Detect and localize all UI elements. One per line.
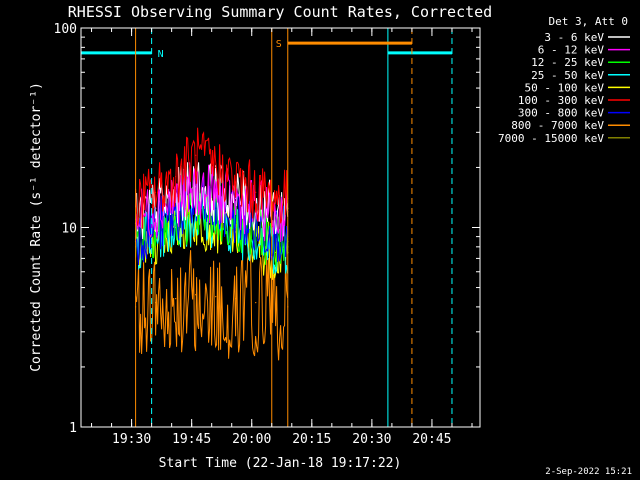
- data-point-300-800-kev: [235, 214, 237, 216]
- x-axis-label: Start Time (22-Jan-18 19:17:22): [159, 456, 402, 471]
- legend-label: 800 - 7000 keV: [511, 119, 604, 132]
- y-tick-label: 10: [61, 222, 77, 237]
- legend-label: 300 - 800 keV: [518, 107, 604, 120]
- data-point-300-800-kev: [175, 214, 177, 216]
- data-point-800-7000-kev: [255, 302, 257, 304]
- x-tick-label: 19:30: [112, 432, 151, 447]
- data-point-6-12-kev: [235, 200, 237, 203]
- data-point-100-300-kev: [275, 197, 277, 199]
- data-point-100-300-kev: [155, 191, 157, 193]
- series-100-300-kev: [134, 127, 289, 229]
- series-trace-800-7000-kev: [135, 250, 289, 361]
- legend-label: 50 - 100 keV: [525, 81, 605, 94]
- data-point-6-12-kev: [155, 207, 157, 209]
- legend-item: 3 - 6 keV: [544, 31, 630, 44]
- chart-title: RHESSI Observing Summary Count Rates, Co…: [68, 3, 492, 21]
- data-point-6-12-kev: [275, 214, 277, 216]
- legend-item: 300 - 800 keV: [518, 107, 630, 120]
- legend-item: 6 - 12 keV: [538, 44, 630, 57]
- legend-item: 25 - 50 keV: [531, 69, 630, 82]
- data-point-12-25-kev: [175, 218, 177, 220]
- data-point-100-300-kev: [175, 175, 177, 178]
- legend-item: 100 - 300 keV: [518, 94, 630, 107]
- data-point-6-12-kev: [215, 194, 217, 196]
- data-point-300-800-kev: [255, 226, 257, 229]
- legend-item: 12 - 25 keV: [531, 56, 630, 69]
- legend-label: 3 - 6 keV: [544, 31, 604, 44]
- series-trace-3-6-kev: [135, 162, 289, 240]
- data-point-800-7000-kev: [195, 294, 197, 296]
- y-tick-label: 1: [69, 421, 77, 436]
- data-point-100-300-kev: [215, 166, 217, 169]
- data-layer: [134, 127, 289, 361]
- data-point-100-300-kev: [235, 180, 237, 183]
- x-tick-label: 20:15: [292, 432, 331, 447]
- data-point-800-7000-kev: [215, 296, 217, 298]
- flag-n-label: N: [158, 49, 164, 60]
- data-point-50-100-kev: [275, 251, 277, 254]
- legend-label: 6 - 12 keV: [538, 44, 605, 57]
- timestamp: 2-Sep-2022 15:21: [545, 467, 632, 477]
- legend-title: Det 3, Att 0: [549, 15, 628, 28]
- legend-item: 50 - 100 keV: [525, 81, 630, 94]
- data-point-6-12-kev: [195, 188, 197, 191]
- legend-label: 25 - 50 keV: [531, 69, 604, 82]
- flag-s: S: [135, 28, 413, 427]
- axis-layer: 19:30 19:45 20:00 20:15 20:30 20:45 1 10 100: [54, 22, 480, 447]
- legend-label: 7000 - 15000 keV: [498, 132, 604, 145]
- x-tick-label: 20:00: [232, 432, 271, 447]
- flag-s-label: S: [276, 39, 282, 50]
- x-tick-label: 19:45: [172, 432, 211, 447]
- y-axis-label: Corrected Count Rate (s⁻¹ detector⁻¹): [29, 82, 44, 372]
- data-point-800-7000-kev: [235, 298, 237, 300]
- legend-label: 12 - 25 keV: [531, 56, 604, 69]
- legend-item: 800 - 7000 keV: [511, 119, 630, 132]
- series-trace-100-300-kev: [135, 127, 289, 229]
- data-point-100-300-kev: [195, 154, 197, 156]
- data-point-300-800-kev: [215, 207, 217, 209]
- x-tick-label: 20:45: [412, 432, 451, 447]
- legend-label: 100 - 300 keV: [518, 94, 604, 107]
- data-point-100-300-kev: [255, 191, 257, 193]
- x-tick-label: 20:30: [352, 432, 391, 447]
- data-point-800-7000-kev: [175, 298, 177, 300]
- series-trace-25-50-kev: [135, 191, 289, 275]
- y-tick-label: 100: [54, 22, 77, 37]
- series-trace-6-12-kev: [135, 162, 289, 243]
- data-point-800-7000-kev: [155, 302, 157, 304]
- legend-item: 7000 - 15000 keV: [498, 132, 630, 145]
- data-point-800-7000-kev: [275, 306, 277, 308]
